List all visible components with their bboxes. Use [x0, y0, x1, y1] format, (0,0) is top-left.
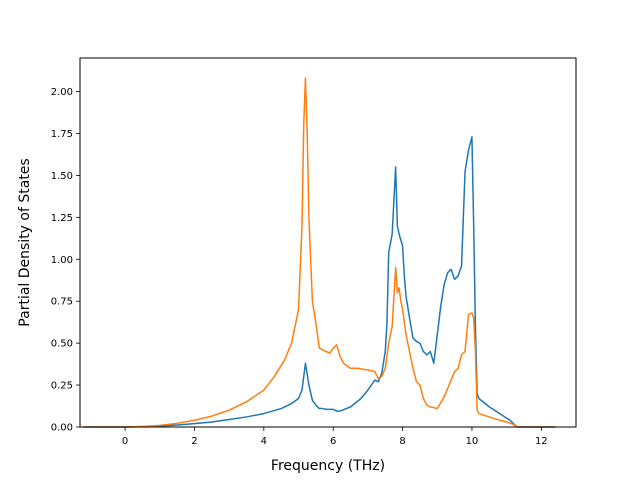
axes-frame: [79, 57, 577, 428]
x-tick-label: 0: [122, 436, 128, 447]
series-line-1: [83, 77, 556, 428]
x-tick-label: 12: [535, 436, 548, 447]
y-tick-label: 1.50: [51, 171, 73, 182]
x-tick-label: 8: [399, 436, 405, 447]
y-tick-label: 0.50: [51, 339, 73, 350]
y-axis-label: Partial Density of States: [17, 158, 33, 326]
x-tick-label: 10: [466, 436, 479, 447]
x-tick-label: 4: [261, 436, 267, 447]
y-tick-label: 0.75: [51, 297, 73, 308]
x-axis-ticks: 0 2 4 6 8 10 12: [122, 427, 548, 447]
y-tick-label: 0.25: [51, 381, 73, 392]
series-line-0: [83, 136, 556, 428]
x-tick-label: 6: [330, 436, 336, 447]
y-tick-label: 1.75: [51, 129, 73, 140]
y-tick-label: 2.00: [51, 87, 73, 98]
y-tick-label: 1.00: [51, 255, 73, 266]
y-tick-label: 1.25: [51, 213, 73, 224]
x-axis-label: Frequency (THz): [271, 458, 385, 474]
plot-area: [83, 77, 556, 428]
y-axis-ticks: 0.00 0.25 0.50 0.75 1.00 1.25 1.50 1.75 2.00: [51, 87, 80, 434]
x-tick-label: 2: [191, 436, 197, 447]
y-tick-label: 0.00: [51, 423, 73, 434]
